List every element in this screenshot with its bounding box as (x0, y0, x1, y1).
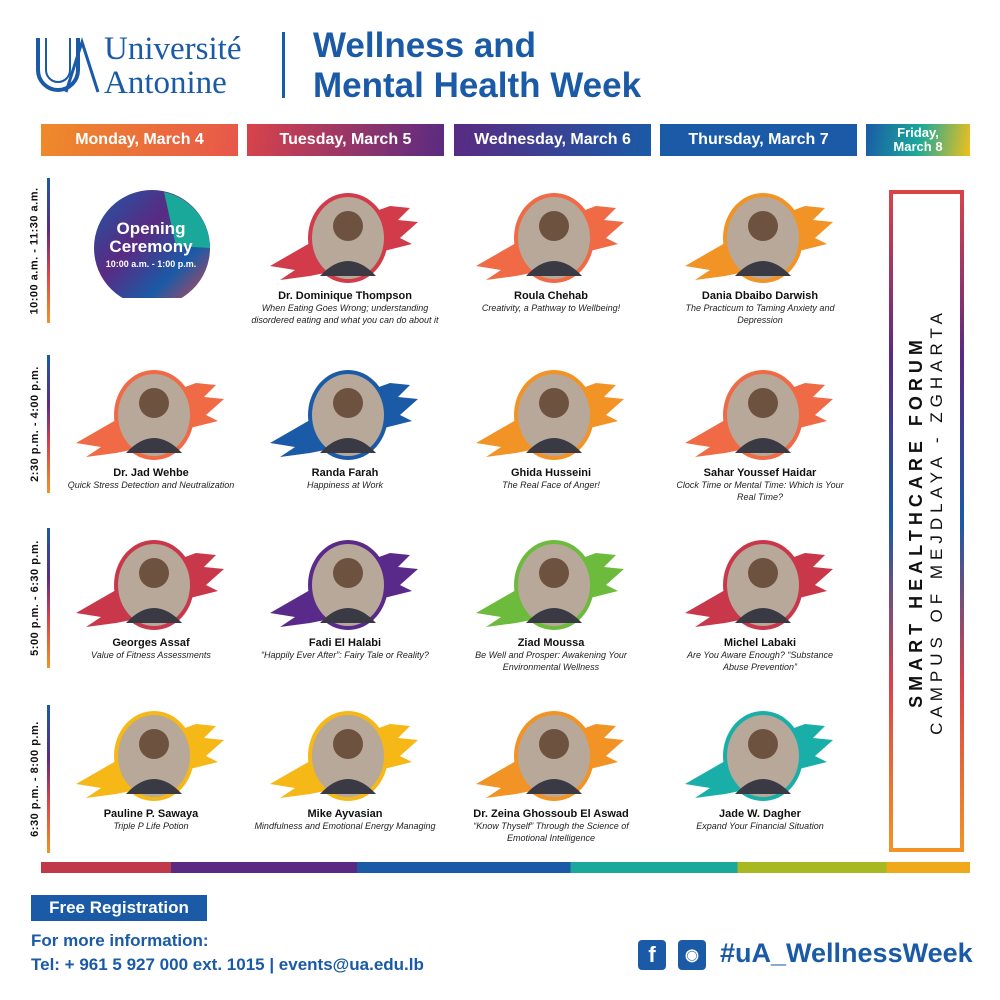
speaker-name: Ghida Husseini (510, 467, 592, 479)
friday-event-location: CAMPUS OF MEJDLAYA - ZGHARTA (927, 307, 946, 735)
speaker-name: Sahar Youssef Haidar (703, 467, 817, 479)
time-slot-label: 2:30 p.m. - 4:00 p.m. (25, 355, 45, 493)
rainbow-divider (41, 862, 970, 873)
session-card: Dr. Dominique Thompson When Eating Goes W… (240, 188, 450, 326)
time-slot-line (47, 705, 50, 853)
contact-info: Tel: + 961 5 927 000 ext. 1015 | events@… (31, 955, 424, 974)
session-topic: Quick Stress Detection and Neutralizatio… (67, 480, 235, 490)
day-header-2: Wednesday, March 6 (454, 124, 651, 156)
speaker-name: Ziad Moussa (517, 637, 585, 649)
speaker-name: Michel Labaki (723, 637, 797, 649)
opening-ceremony: Opening Ceremony 10:00 a.m. - 1:00 p.m. (46, 188, 256, 306)
friday-event-title: SMART HEALTHCARE FORUM (906, 334, 926, 708)
day-header-0: Monday, March 4 (41, 124, 238, 156)
brush-stroke-icon (685, 711, 833, 801)
speaker-name: Roula Chehab (514, 290, 588, 302)
title-line-1: Wellness and (313, 26, 537, 65)
free-registration-badge: Free Registration (31, 895, 207, 921)
session-topic: The Practicum to Taming Anxiety and Depr… (685, 303, 835, 325)
day-header-3: Thursday, March 7 (660, 124, 857, 156)
friday-event-box: SMART HEALTHCARE FORUM CAMPUS OF MEJDLAY… (889, 190, 964, 852)
speaker-name: Mike Ayvasian (307, 808, 383, 820)
time-slot-label: 5:00 p.m. - 6:30 p.m. (25, 528, 45, 668)
session-topic: Be Well and Prosper: Awakening Your Envi… (475, 650, 627, 672)
day-header-4: Friday, March 8 (866, 124, 970, 156)
university-logo-text: Université Antonine (104, 32, 241, 100)
session-topic: Mindfulness and Emotional Energy Managin… (254, 821, 436, 831)
session-card: Dania Dbaibo Darwish The Practicum to Tam… (655, 188, 865, 326)
time-slot-text: 2:30 p.m. - 4:00 p.m. (29, 366, 41, 482)
session-topic: Expand Your Financial Situation (696, 821, 824, 831)
session-card: Mike Ayvasian Mindfulness and Emotional E… (240, 706, 450, 832)
brush-stroke-icon (476, 540, 624, 630)
time-slot-line (47, 528, 50, 668)
speaker-name: Randa Farah (311, 467, 379, 479)
session-card: Randa Farah Happiness at Work (240, 365, 450, 491)
brush-stroke-icon (270, 370, 418, 460)
hashtag: #uA_WellnessWeek (720, 938, 973, 968)
session-topic: Clock Time or Mental Time: Which is Your… (676, 480, 844, 502)
time-slot-text: 5:00 p.m. - 6:30 p.m. (29, 540, 41, 656)
brush-stroke-icon (270, 711, 418, 801)
speaker-name: Georges Assaf (112, 637, 190, 649)
session-card: Roula Chehab Creativity, a Pathway to Wel… (446, 188, 656, 314)
session-card: Sahar Youssef Haidar Clock Time or Mental… (655, 365, 865, 503)
session-topic: “Happily Ever After”: Fairy Tale or Real… (261, 650, 429, 660)
instagram-icon[interactable]: ◉ (678, 940, 706, 970)
session-topic: Creativity, a Pathway to Wellbeing! (481, 303, 621, 313)
session-topic: Value of Fitness Assessments (91, 650, 211, 660)
title-line-2: Mental Health Week (313, 66, 642, 105)
time-slot-label: 6:30 p.m. - 8:00 p.m. (25, 705, 45, 853)
header-divider (282, 32, 285, 98)
facebook-icon[interactable]: f (638, 940, 666, 970)
session-topic: Triple P Life Potion (113, 821, 189, 831)
session-topic: When Eating Goes Wrong; understanding di… (251, 303, 439, 325)
session-card: Fadi El Halabi “Happily Ever After”: Fair… (240, 535, 450, 661)
speaker-name: Pauline P. Sawaya (103, 808, 199, 820)
session-card: Ziad Moussa Be Well and Prosper: Awakenin… (446, 535, 656, 673)
logo-line-1: Université (104, 31, 242, 67)
speaker-name: Dania Dbaibo Darwish (701, 290, 819, 302)
brush-stroke-icon (76, 711, 224, 801)
brush-stroke-icon (76, 540, 224, 630)
session-topic: “Know Thyself” Through the Science of Em… (473, 821, 629, 843)
time-slot-line (47, 355, 50, 493)
speaker-name: Fadi El Halabi (308, 637, 382, 649)
brush-stroke-icon (476, 193, 624, 283)
session-card: Pauline P. Sawaya Triple P Life Potion (46, 706, 256, 832)
speaker-name: Dr. Zeina Ghossoub El Aswad (473, 808, 629, 820)
session-card: Dr. Zeina Ghossoub El Aswad “Know Thyself… (446, 706, 656, 844)
speaker-name: Dr. Jad Wehbe (113, 467, 189, 479)
opening-ceremony-badge (94, 190, 210, 306)
session-card: Jade W. Dagher Expand Your Financial Situ… (655, 706, 865, 832)
session-topic: Happiness at Work (306, 480, 384, 490)
page-title: Wellness and Mental Health Week (313, 26, 641, 106)
opening-ceremony-time: 10:00 a.m. - 1:00 p.m. (105, 259, 197, 269)
time-slot-text: 10:00 a.m. - 11:30 a.m. (29, 186, 42, 315)
session-card: Dr. Jad Wehbe Quick Stress Detection and … (46, 365, 256, 491)
ua-logo-icon (36, 37, 100, 93)
time-slot-line (47, 178, 50, 323)
session-card: Ghida Husseini The Real Face of Anger! (446, 365, 656, 491)
speaker-name: Dr. Dominique Thompson (278, 290, 412, 302)
brush-stroke-icon (476, 370, 624, 460)
time-slot-text: 6:30 p.m. - 8:00 p.m. (29, 721, 41, 837)
opening-ceremony-title: Opening Ceremony (109, 219, 193, 256)
brush-stroke-icon (76, 370, 224, 460)
brush-stroke-icon (685, 540, 833, 630)
brush-stroke-icon (685, 193, 833, 283)
brush-stroke-icon (476, 711, 624, 801)
info-heading: For more information: (31, 931, 209, 950)
session-card: Georges Assaf Value of Fitness Assessment… (46, 535, 256, 661)
time-slot-label: 10:00 a.m. - 11:30 a.m. (25, 178, 45, 323)
session-topic: Are You Aware Enough? “Substance Abuse P… (687, 650, 833, 672)
brush-stroke-icon (270, 540, 418, 630)
session-topic: The Real Face of Anger! (502, 480, 600, 490)
session-card: Michel Labaki Are You Aware Enough? “Subs… (655, 535, 865, 673)
brush-stroke-icon (270, 193, 418, 283)
speaker-name: Jade W. Dagher (719, 808, 801, 820)
logo-line-2: Antonine (104, 65, 227, 101)
brush-stroke-icon (685, 370, 833, 460)
day-header-1: Tuesday, March 5 (247, 124, 444, 156)
